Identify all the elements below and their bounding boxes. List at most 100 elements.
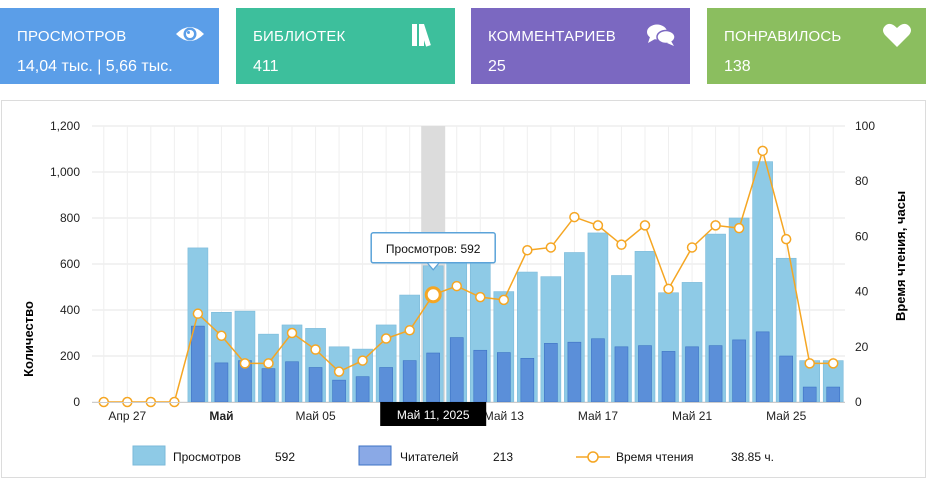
heart-icon — [883, 23, 911, 47]
readers-bar — [426, 352, 441, 403]
reading-time-point — [380, 333, 392, 344]
readers-bar — [473, 349, 488, 403]
stats-chart[interactable]: 0 200 400 600 800 1,000 1,200 0 20 40 60 80 100 Апр 2… — [2, 101, 925, 477]
reading-time-point — [475, 291, 486, 303]
legend-swatch-views — [132, 445, 166, 466]
reading-time-point — [663, 283, 674, 295]
reading-time-point — [780, 233, 792, 245]
legend-label: Просмотров — [173, 450, 241, 464]
readers-bar — [685, 346, 699, 403]
readers-bar — [496, 352, 511, 403]
reading-time-point — [333, 366, 345, 377]
readers-bar — [614, 346, 629, 403]
y-tick-label: 600 — [60, 257, 80, 271]
reading-time-point — [616, 239, 627, 250]
readers-bar — [261, 368, 276, 403]
chart-panel: 0 200 400 600 800 1,000 1,200 0 20 40 60 80 100 Апр 2… — [1, 100, 926, 478]
readers-bar — [308, 367, 323, 403]
card-value: 411 — [253, 58, 279, 75]
readers-bar — [355, 376, 370, 403]
readers-bar — [520, 357, 535, 403]
reading-time-point — [498, 294, 510, 306]
readers-bar — [402, 360, 417, 403]
reading-time-point — [263, 358, 274, 369]
readers-bar — [449, 337, 464, 403]
legend-label: Читателей — [400, 450, 459, 464]
x-tick-label: Май 17 — [578, 409, 619, 423]
legend-label: Время чтения — [616, 450, 694, 464]
x-tick-label: Май 05 — [295, 409, 336, 423]
reading-time-point — [757, 145, 768, 157]
x-tick-label: Май 25 — [766, 409, 807, 423]
reading-time-point — [192, 308, 204, 319]
reading-time-point — [451, 280, 462, 292]
readers-bar — [332, 379, 346, 403]
legend-value: 38.85 ч. — [731, 450, 774, 464]
reading-time-point — [733, 222, 745, 234]
reading-time-point — [522, 244, 533, 256]
y2-tick-label: 20 — [855, 340, 869, 354]
y2-tick-label: 40 — [855, 285, 869, 299]
bars — [187, 161, 844, 403]
reading-time-line — [98, 145, 839, 408]
x-tooltip: Май 11, 2025 — [380, 402, 487, 426]
reading-time-point — [286, 327, 298, 339]
tooltip: Просмотров: 592 — [370, 232, 496, 271]
likes-card[interactable]: ПОНРАВИЛОСЬ 138 — [707, 8, 926, 84]
legend-value: 592 — [275, 450, 295, 464]
readers-bar — [661, 351, 676, 403]
tooltip-arrow — [425, 262, 441, 271]
readers-bar — [214, 362, 229, 403]
readers-bar — [779, 355, 793, 403]
readers-bar — [826, 386, 841, 403]
y-tick-label: 1,200 — [50, 119, 80, 133]
reading-time-point — [310, 344, 321, 355]
reading-time-point — [357, 355, 368, 366]
reading-time-point — [404, 324, 415, 336]
readers-bar — [544, 343, 558, 403]
books-icon — [412, 24, 431, 47]
legend-swatch-readers — [358, 445, 392, 466]
views-card[interactable]: ПРОСМОТРОВ 14,04 тыс. | 5,66 тыс. — [0, 8, 219, 84]
x-tick-label: Май — [209, 409, 233, 423]
readers-bar — [638, 345, 652, 403]
card-label: БИБЛИОТЕК — [253, 28, 346, 45]
reading-time-point — [639, 220, 651, 231]
card-value: 25 — [488, 58, 506, 75]
comments-card[interactable]: КОММЕНТАРИЕВ 25 — [471, 8, 690, 84]
reading-time-point — [239, 358, 251, 369]
stats-cards: ПРОСМОТРОВ 14,04 тыс. | 5,66 тыс. БИБЛИО… — [0, 8, 932, 84]
y-tick-label: 1,000 — [50, 165, 80, 179]
readers-bar — [802, 386, 817, 403]
x-tick-label: Май 13 — [484, 409, 525, 423]
libraries-card[interactable]: БИБЛИОТЕК 411 — [236, 8, 455, 84]
readers-bar — [191, 325, 205, 403]
reading-time-point — [686, 242, 698, 253]
reading-time-point — [424, 286, 442, 304]
y2-tick-label: 0 — [855, 395, 862, 409]
x-tooltip-text: Май 11, 2025 — [397, 408, 470, 422]
reading-time-point — [827, 358, 839, 369]
readers-bar — [567, 341, 582, 403]
y2-tick-label: 60 — [855, 229, 869, 243]
card-value: 138 — [724, 58, 751, 75]
y2-tick-label: 80 — [855, 174, 869, 188]
readers-bar — [732, 339, 746, 403]
y-tick-label: 200 — [60, 349, 80, 363]
card-value: 14,04 тыс. | 5,66 тыс. — [17, 58, 173, 75]
y-axis-label: Количество — [21, 301, 36, 377]
legend-value: 213 — [493, 450, 513, 464]
reading-time-point — [545, 242, 557, 253]
readers-bar — [708, 345, 723, 403]
x-tooltip-box — [380, 402, 487, 426]
axes: 0 200 400 600 800 1,000 1,200 0 20 40 60 80 100 Апр 2… — [50, 119, 875, 423]
x-tick-label: Май 21 — [672, 409, 713, 423]
reading-time-point — [216, 330, 227, 342]
eye-icon — [176, 27, 204, 41]
comments-icon — [647, 24, 676, 46]
legend: Просмотров 592 Читателей 213 Время чтения 38.… — [132, 445, 774, 466]
y2-tick-label: 100 — [855, 119, 875, 133]
y-tick-label: 400 — [60, 303, 80, 317]
y2-axis-label: Время чтения, часы — [893, 191, 908, 321]
readers-bar — [591, 338, 605, 403]
